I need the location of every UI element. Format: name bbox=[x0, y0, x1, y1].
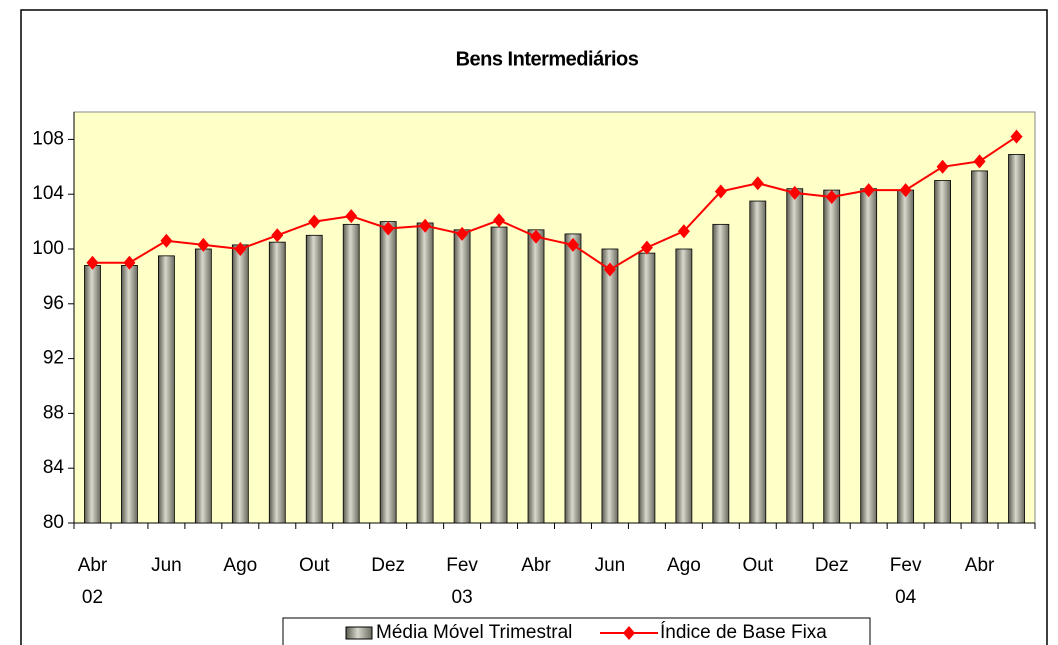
marker bbox=[973, 154, 986, 169]
marker bbox=[936, 159, 949, 174]
marker bbox=[308, 214, 321, 229]
x-tick-label: Ago bbox=[223, 555, 257, 576]
marker bbox=[825, 189, 838, 204]
legend-label: Índice de Base Fixa bbox=[660, 622, 827, 643]
legend-marker bbox=[623, 626, 635, 640]
bar bbox=[675, 248, 693, 524]
bar bbox=[490, 226, 508, 524]
bar bbox=[601, 248, 619, 524]
legend-label: Média Móvel Trimestral bbox=[376, 622, 572, 643]
x-tick-label: Out bbox=[299, 555, 330, 576]
bar bbox=[971, 170, 988, 524]
marker bbox=[1010, 129, 1023, 144]
y-tick-label: 100 bbox=[32, 238, 64, 259]
bar bbox=[121, 265, 138, 524]
bar bbox=[860, 188, 878, 524]
marker bbox=[86, 255, 99, 270]
y-tick-label: 104 bbox=[32, 183, 64, 204]
bar bbox=[749, 200, 767, 524]
bar bbox=[823, 189, 841, 524]
bar bbox=[934, 180, 951, 524]
chart-title: Bens Intermediários bbox=[456, 48, 639, 70]
marker bbox=[530, 229, 543, 244]
marker bbox=[123, 255, 136, 270]
marker bbox=[603, 262, 616, 277]
marker bbox=[419, 218, 432, 233]
x-tick-label: Jun bbox=[151, 555, 182, 576]
marker bbox=[271, 228, 284, 243]
y-tick-label: 96 bbox=[43, 293, 64, 314]
x-tick-label: Out bbox=[742, 555, 773, 576]
x-tick-label: Abr bbox=[965, 555, 995, 576]
x-tick-label: Fev 03 bbox=[446, 555, 478, 608]
legend-swatch bbox=[345, 626, 373, 640]
x-tick-label: Dez bbox=[371, 555, 405, 576]
bar bbox=[84, 265, 101, 524]
bar bbox=[527, 229, 545, 524]
marker bbox=[493, 213, 506, 228]
bar bbox=[268, 241, 286, 524]
bar bbox=[342, 223, 360, 524]
x-tick-label: Jun bbox=[595, 555, 626, 576]
y-tick-label: 108 bbox=[32, 128, 64, 149]
bar bbox=[231, 244, 249, 524]
x-tick-label: Dez bbox=[815, 555, 849, 576]
y-tick-label: 84 bbox=[43, 457, 65, 478]
bar bbox=[638, 252, 656, 524]
marker bbox=[788, 185, 801, 200]
plot-area bbox=[73, 111, 1036, 524]
bar bbox=[712, 223, 730, 524]
x-tick-label: Fev 04 bbox=[890, 555, 922, 608]
bar bbox=[379, 221, 397, 524]
bar bbox=[1008, 154, 1025, 524]
bar bbox=[194, 248, 212, 524]
marker bbox=[862, 183, 875, 198]
marker bbox=[382, 221, 395, 236]
marker bbox=[197, 237, 210, 252]
x-tick-label: Abr 02 bbox=[78, 555, 108, 608]
x-tick-label: Abr bbox=[521, 555, 551, 576]
bar bbox=[564, 233, 582, 524]
y-tick-label: 92 bbox=[43, 348, 64, 369]
marker bbox=[566, 237, 579, 252]
legend-box bbox=[282, 617, 871, 645]
marker bbox=[345, 209, 358, 224]
bar bbox=[158, 255, 175, 524]
bar bbox=[305, 234, 323, 524]
marker bbox=[677, 224, 690, 239]
bar bbox=[786, 188, 804, 524]
marker bbox=[899, 183, 912, 198]
marker bbox=[714, 184, 727, 199]
y-tick-label: 88 bbox=[43, 402, 64, 423]
x-tick-label: Ago bbox=[667, 555, 701, 576]
marker bbox=[160, 233, 173, 248]
marker bbox=[751, 176, 764, 191]
legend: Média Móvel Trimestral Índice de Base Fix… bbox=[282, 617, 871, 645]
bar bbox=[453, 229, 471, 524]
y-tick-label: 80 bbox=[43, 512, 64, 533]
marker bbox=[234, 242, 247, 256]
bar bbox=[416, 222, 434, 524]
line bbox=[92, 135, 1018, 271]
bar bbox=[897, 189, 915, 524]
marker bbox=[456, 226, 469, 241]
marker bbox=[640, 240, 653, 255]
